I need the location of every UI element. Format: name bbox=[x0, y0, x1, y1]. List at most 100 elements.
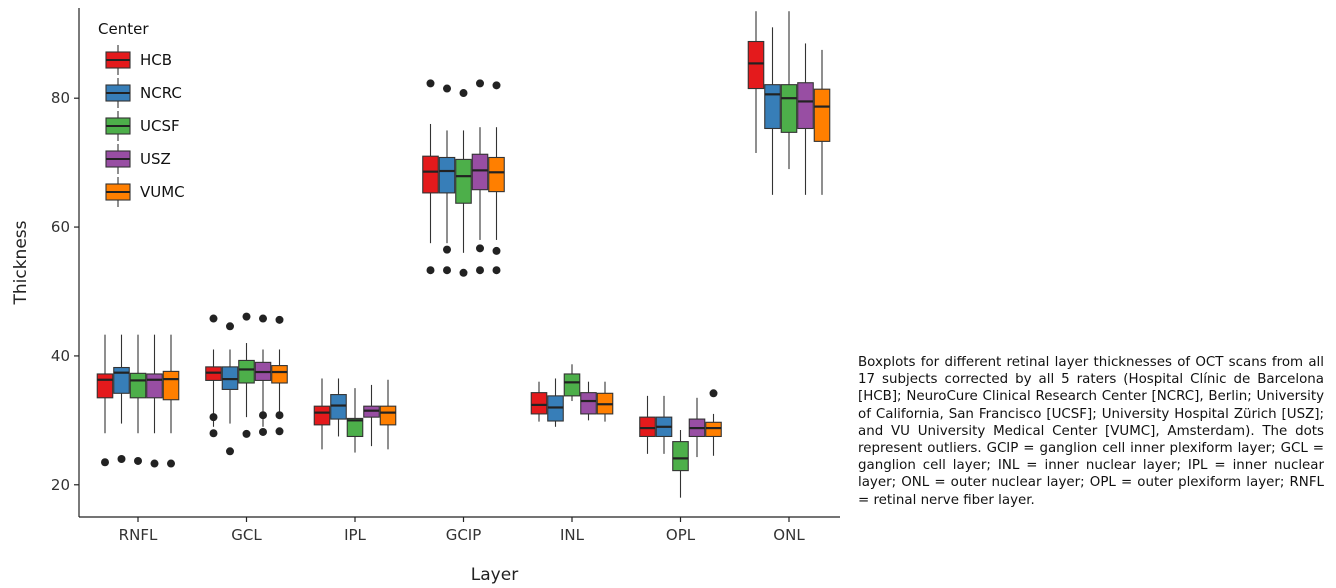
outlier-point bbox=[101, 458, 109, 467]
outlier-point bbox=[226, 447, 234, 456]
legend-item-hcb: HCB bbox=[105, 45, 172, 75]
outlier-point bbox=[426, 266, 435, 275]
legend-item-vumc: VUMC bbox=[105, 177, 185, 207]
y-tick-label: 40 bbox=[51, 347, 70, 365]
box-ucsf-gcl bbox=[238, 312, 255, 438]
box-hcb-opl bbox=[639, 395, 656, 454]
series-usz bbox=[146, 43, 814, 468]
box-hcb-gcip bbox=[422, 79, 439, 275]
box-usz-opl bbox=[688, 397, 706, 458]
box-vumc-opl bbox=[705, 389, 722, 456]
box-hcb-onl bbox=[747, 11, 765, 153]
y-axis-title: Thickness bbox=[11, 220, 31, 305]
y-tick-label: 80 bbox=[51, 89, 70, 107]
outlier-point bbox=[117, 455, 126, 464]
x-tick-label-ipl: IPL bbox=[344, 526, 366, 544]
box-iqr bbox=[271, 365, 288, 384]
box-iqr bbox=[162, 370, 180, 401]
outlier-point bbox=[259, 314, 267, 323]
outlier-point bbox=[134, 456, 142, 465]
box-iqr bbox=[747, 40, 765, 90]
box-iqr bbox=[238, 359, 255, 384]
box-usz-onl bbox=[797, 43, 814, 195]
box-iqr bbox=[488, 156, 505, 193]
outlier-point bbox=[209, 413, 218, 422]
box-iqr bbox=[780, 84, 798, 133]
box-usz-inl bbox=[580, 381, 597, 421]
axes: 20 40 60 80 RNFL GCL IPL GCIP INL OPL ONL Layer Thic… bbox=[11, 8, 840, 585]
outlier-point bbox=[242, 312, 251, 321]
box-ucsf-onl bbox=[780, 11, 798, 170]
box-vumc-onl bbox=[813, 49, 831, 195]
box-vumc-inl bbox=[596, 381, 614, 422]
box-iqr bbox=[146, 373, 163, 399]
box-iqr bbox=[438, 156, 456, 194]
outlier-point bbox=[150, 459, 159, 468]
box-iqr bbox=[96, 373, 114, 399]
x-tick-label-gcip: GCIP bbox=[446, 526, 482, 544]
outlier-point bbox=[492, 246, 501, 255]
outlier-point bbox=[459, 268, 468, 277]
box-iqr bbox=[563, 373, 581, 397]
box-ncrc-gcip bbox=[438, 84, 456, 275]
outlier-point bbox=[426, 79, 435, 88]
legend-label: HCB bbox=[140, 51, 172, 69]
outlier-point bbox=[492, 266, 501, 275]
box-iqr bbox=[797, 82, 814, 130]
outlier-point bbox=[259, 411, 267, 420]
box-ucsf-gcip bbox=[455, 89, 472, 277]
box-ncrc-onl bbox=[764, 27, 781, 195]
legend-item-ucsf: UCSF bbox=[105, 111, 180, 141]
box-usz-gcip bbox=[471, 79, 489, 275]
series-hcb bbox=[96, 11, 765, 467]
series-vumc bbox=[162, 49, 831, 468]
x-tick-label-rnfl: RNFL bbox=[119, 526, 158, 544]
y-tick-label: 60 bbox=[51, 218, 70, 236]
outlier-point bbox=[242, 429, 251, 438]
box-vumc-ipl bbox=[379, 379, 397, 450]
outlier-point bbox=[476, 79, 484, 88]
box-ucsf-inl bbox=[563, 364, 581, 402]
legend: Center HCB NCRC UCSF USZ VUMC bbox=[98, 20, 185, 207]
outlier-point bbox=[476, 266, 484, 275]
box-iqr bbox=[705, 421, 722, 438]
box-iqr bbox=[313, 405, 331, 426]
box-iqr bbox=[764, 84, 781, 130]
outlier-point bbox=[209, 429, 218, 438]
box-usz-rnfl bbox=[146, 334, 163, 468]
x-tick-label-onl: ONL bbox=[773, 526, 805, 544]
box-vumc-gcip bbox=[488, 81, 505, 275]
outlier-point bbox=[259, 427, 267, 436]
x-axis-title: Layer bbox=[471, 565, 518, 585]
box-ucsf-opl bbox=[672, 430, 689, 498]
box-iqr bbox=[346, 417, 364, 438]
outlier-point bbox=[275, 315, 284, 324]
box-iqr bbox=[580, 392, 597, 415]
box-iqr bbox=[129, 372, 147, 399]
box-usz-gcl bbox=[254, 314, 272, 436]
series-ucsf bbox=[129, 11, 798, 498]
box-iqr bbox=[422, 155, 439, 194]
y-tick-label: 20 bbox=[51, 476, 70, 494]
box-usz-ipl bbox=[363, 384, 380, 447]
legend-label: UCSF bbox=[140, 117, 180, 135]
box-hcb-gcl bbox=[205, 314, 222, 438]
box-ucsf-ipl bbox=[346, 388, 364, 453]
box-iqr bbox=[530, 392, 548, 415]
outlier-point bbox=[167, 459, 175, 468]
series-ncrc bbox=[113, 27, 781, 464]
box-ncrc-opl bbox=[655, 395, 673, 454]
outlier-point bbox=[492, 81, 501, 90]
legend-title: Center bbox=[98, 20, 149, 38]
box-ucsf-rnfl bbox=[129, 334, 147, 465]
boxplot-chart: 20 40 60 80 RNFL GCL IPL GCIP INL OPL ONL Layer Thic… bbox=[11, 8, 840, 585]
outlier-point bbox=[226, 322, 234, 331]
box-hcb-rnfl bbox=[96, 334, 114, 467]
box-iqr bbox=[330, 394, 347, 420]
box-iqr bbox=[471, 153, 489, 191]
x-tick-label-inl: INL bbox=[560, 526, 585, 544]
box-iqr bbox=[639, 416, 656, 438]
outlier-point bbox=[443, 84, 451, 93]
box-iqr bbox=[455, 158, 472, 204]
outlier-point bbox=[275, 427, 284, 436]
